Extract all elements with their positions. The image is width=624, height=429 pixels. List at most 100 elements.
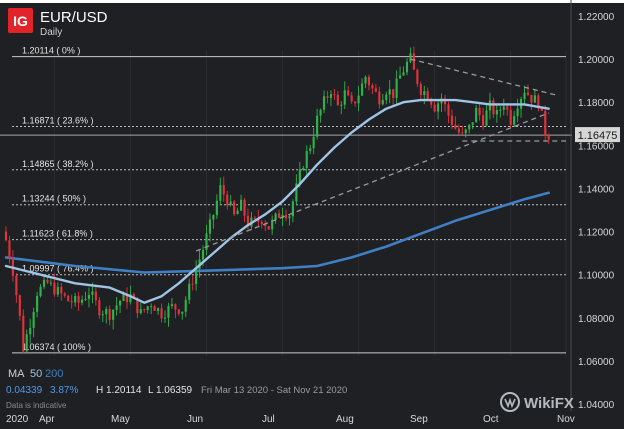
candle-body — [63, 293, 66, 296]
candle-body — [457, 128, 460, 133]
candle-body — [181, 311, 184, 314]
candle-body — [278, 213, 281, 218]
candle-body — [378, 91, 381, 105]
candle-body — [412, 53, 415, 70]
candle-body — [219, 185, 222, 201]
candle-body — [205, 233, 208, 250]
candle-body — [416, 69, 419, 84]
candle-body — [129, 294, 132, 303]
candle-body — [264, 223, 267, 227]
candle-body — [18, 295, 21, 316]
candle-body — [153, 306, 156, 311]
candle-body — [513, 116, 516, 125]
candle-body — [53, 282, 56, 295]
candle-body — [526, 92, 530, 95]
disclaimer: Data is indicative — [6, 401, 67, 410]
candle-body — [392, 89, 395, 98]
y-tick-label: 1.20000 — [578, 55, 615, 66]
candle-body — [492, 100, 495, 115]
candle-body — [184, 299, 187, 312]
fib-label: 1.20114 ( 0% ) — [22, 46, 80, 56]
candle-body — [119, 300, 122, 306]
ma50-legend-value: 50 — [30, 368, 42, 380]
candle-body — [222, 185, 225, 195]
candle-body — [29, 327, 32, 335]
candle-body — [291, 201, 294, 217]
y-tick-label: 1.08000 — [578, 314, 615, 325]
change-percent: 3.87% — [50, 385, 78, 396]
candle-body — [385, 94, 388, 101]
candle-body — [360, 83, 364, 96]
ig-logo — [8, 8, 33, 33]
candle-body — [347, 90, 350, 96]
trendline — [410, 58, 560, 97]
candle-body — [395, 78, 398, 98]
candle-body — [191, 283, 194, 285]
chart-title: EUR/USD — [40, 9, 108, 26]
candle-body — [195, 268, 198, 284]
candle-body — [157, 308, 160, 311]
candle-body — [94, 291, 97, 301]
y-tick-label: 1.04000 — [578, 400, 615, 411]
candle-body — [326, 96, 329, 98]
current-price-tag — [575, 127, 620, 143]
candle-body — [60, 286, 63, 294]
fib-label: 1.11623 ( 61.8% ) — [22, 229, 93, 239]
candle-body — [188, 283, 191, 300]
candle-body — [305, 151, 308, 168]
x-tick-label: Jun — [187, 414, 203, 425]
candle-body — [125, 293, 129, 303]
candle-body — [101, 314, 104, 316]
x-tick-label: Sep — [410, 414, 428, 425]
x-tick-label: Aug — [336, 414, 354, 425]
candle-body — [298, 169, 301, 184]
y-tick-label: 1.14000 — [578, 184, 615, 195]
candle-body — [67, 295, 70, 302]
date-range: Fri Mar 13 2020 - Sat Nov 21 2020 — [201, 385, 347, 396]
candle-body — [464, 129, 467, 134]
candle-body — [4, 231, 8, 241]
candle-body — [419, 83, 422, 96]
candle-body — [516, 108, 519, 117]
candle-body — [271, 219, 274, 230]
candle-body — [319, 109, 322, 116]
y-tick-label: 1.16000 — [578, 141, 615, 152]
candle-body — [215, 200, 218, 216]
ig-logo-text: IG — [13, 13, 28, 29]
chart-timeframe: Daily — [40, 27, 62, 38]
candle-body — [98, 300, 101, 316]
candle-body — [49, 282, 53, 284]
candle-body — [485, 110, 488, 126]
candle-body — [454, 124, 457, 129]
candle-body — [267, 226, 270, 230]
fib-label: 1.09997 ( 76.4% ) — [22, 264, 94, 274]
candle-body — [174, 304, 177, 310]
candle-body — [246, 215, 250, 227]
candle-body — [236, 210, 239, 215]
candle-body — [257, 218, 260, 222]
candle-body — [91, 291, 94, 295]
x-tick-label: May — [111, 414, 130, 425]
candle-body — [212, 215, 215, 220]
candle-body — [281, 214, 284, 218]
candle-body — [136, 297, 139, 314]
candle-body — [405, 61, 409, 73]
candle-body — [150, 306, 153, 308]
x-tick-label: Jul — [262, 414, 275, 425]
candle-body — [329, 94, 333, 98]
candle-body — [506, 106, 509, 110]
candle-body — [312, 136, 315, 149]
candle-body — [226, 194, 229, 206]
x-tick-label: Oct — [483, 414, 499, 425]
fib-label: 1.06374 ( 100% ) — [22, 342, 91, 352]
candle-body — [423, 91, 426, 96]
candle-body — [274, 213, 277, 220]
candle-body — [170, 304, 173, 307]
ma200-legend-value: 200 — [45, 368, 63, 380]
high-value: H 1.20114 — [96, 385, 142, 396]
candle-body — [284, 214, 288, 219]
candle-body — [80, 299, 84, 303]
candle-body — [143, 309, 146, 311]
candle-body — [22, 315, 25, 352]
